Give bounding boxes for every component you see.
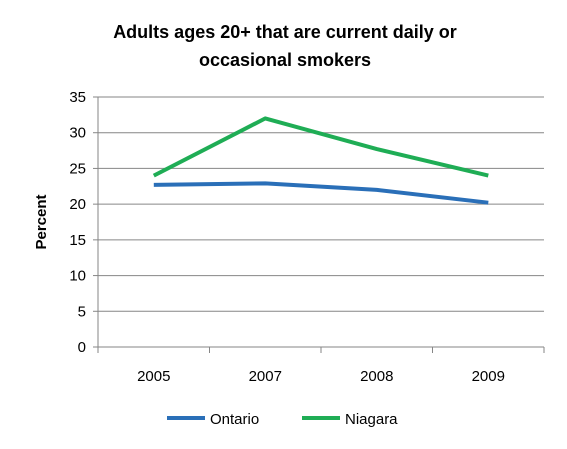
series-line-ontario (153, 181, 489, 205)
gridlines (98, 96, 544, 312)
x-tick-label: 2009 (472, 368, 505, 385)
y-tick-label: 15 (69, 232, 86, 249)
y-axis-ticks: 0 5 10 15 20 25 30 35 (69, 89, 98, 356)
y-tick-label: 0 (78, 339, 86, 356)
y-tick-label: 20 (69, 196, 86, 213)
chart-title: Adults ages 20+ that are current daily o… (60, 18, 510, 74)
y-tick-label: 30 (69, 125, 86, 142)
y-tick-label: 35 (69, 89, 86, 106)
x-tick-label: 2008 (360, 368, 393, 385)
legend: Ontario Niagara (167, 411, 398, 428)
legend-label-ontario: Ontario (210, 411, 259, 428)
series-lines (152, 116, 489, 205)
y-tick-label: 5 (78, 303, 86, 320)
chart-title-line-2: occasional smokers (198, 50, 372, 70)
series-line-niagara (152, 116, 489, 178)
legend-label-niagara: Niagara (345, 411, 398, 428)
x-tick-label: 2007 (249, 368, 282, 385)
y-tick-label: 25 (69, 160, 86, 177)
y-axis-title: Percent (33, 194, 50, 249)
x-axis-ticks: 2005 2007 2008 2009 (97, 347, 545, 385)
chart-title-line-1: Adults ages 20+ that are current daily o… (113, 22, 457, 42)
y-tick-label: 10 (69, 268, 86, 285)
x-tick-label: 2005 (137, 368, 170, 385)
